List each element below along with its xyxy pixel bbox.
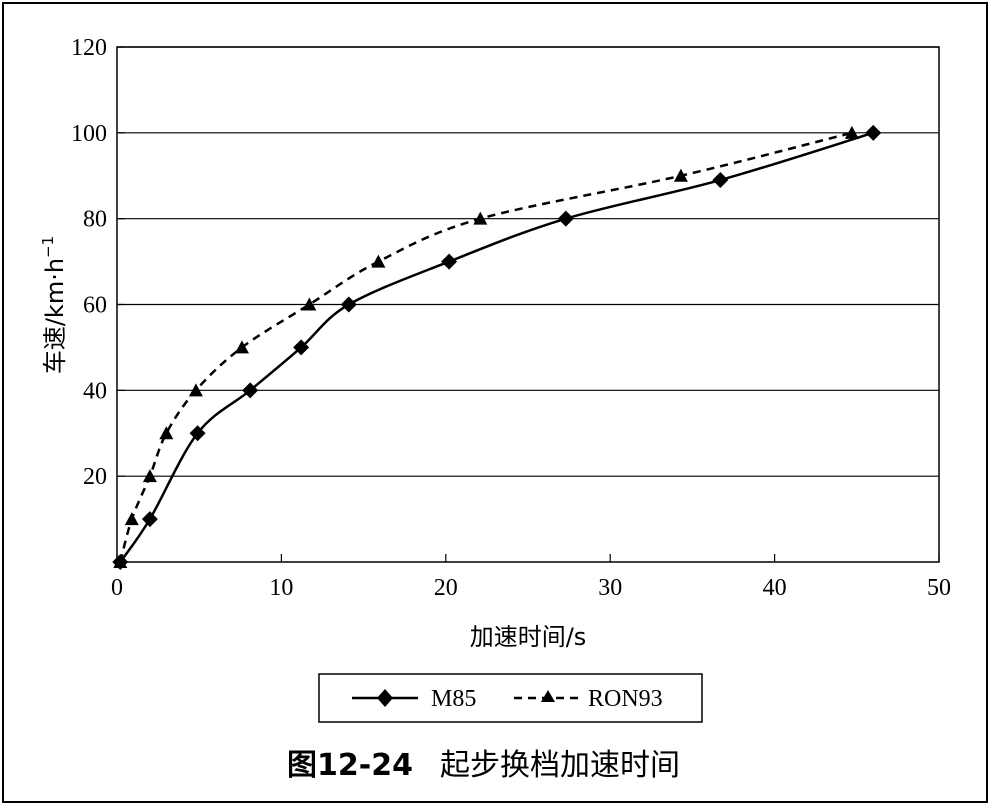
point-ron93-7 (371, 254, 386, 268)
y-axis-title: 车速/km·h−1 (39, 236, 69, 374)
x-tick-label-0: 0 (111, 575, 123, 601)
point-m85-4 (293, 339, 310, 356)
x-tick-label-3: 30 (598, 575, 622, 601)
x-tick-label-2: 20 (434, 575, 458, 601)
point-m85-2 (189, 425, 206, 442)
x-tick-label-4: 40 (763, 575, 787, 601)
y-tick-label-2: 60 (83, 293, 107, 319)
point-m85-5 (340, 296, 357, 313)
point-ron93-0 (113, 555, 128, 568)
point-ron93-9 (673, 168, 688, 182)
point-m85-8 (712, 172, 729, 189)
series-line-m85 (119, 131, 874, 563)
point-m85-9 (865, 124, 882, 141)
point-m85-6 (441, 253, 458, 270)
y-tick-label-5: 120 (71, 35, 107, 61)
point-ron93-3 (159, 426, 174, 440)
figure-caption: 图12-24 起步换档加速时间 (287, 748, 680, 783)
series-line-ron93 (119, 131, 853, 563)
point-m85-1 (141, 511, 158, 528)
y-axis-ticks: 20 40 60 80 100 120 (71, 35, 125, 490)
point-ron93-6 (302, 297, 317, 311)
x-tick-label-5: 50 (927, 575, 951, 601)
point-m85-7 (557, 210, 574, 227)
y-axis-title-main: 车速/km·h (41, 258, 69, 374)
legend: M85 RON93 (318, 673, 703, 723)
y-tick-label-4: 100 (71, 121, 107, 147)
point-m85-3 (242, 382, 259, 399)
point-ron93-2 (142, 469, 157, 483)
y-tick-label-0: 20 (83, 464, 107, 490)
legend-m85-label: M85 (431, 686, 476, 712)
x-axis-ticks: 0 10 20 30 40 50 (111, 554, 951, 601)
point-ron93-5 (234, 340, 249, 354)
gridlines (117, 46, 939, 477)
y-axis-title-sup: −1 (39, 236, 57, 258)
legend-ron93-marker-icon (541, 690, 555, 702)
y-tick-label-1: 40 (83, 378, 107, 404)
series-layer (112, 124, 882, 570)
x-tick-label-1: 10 (269, 575, 293, 601)
legend-m85-marker-icon (377, 689, 393, 707)
point-ron93-4 (188, 383, 203, 397)
legend-ron93-label: RON93 (588, 686, 663, 712)
y-tick-label-3: 80 (83, 207, 107, 233)
point-ron93-1 (124, 512, 139, 526)
y-axis-title-group: 车速/km·h−1 (39, 236, 69, 374)
x-axis-title: 加速时间/s (470, 623, 587, 651)
point-ron93-10 (844, 125, 859, 139)
figure-title: 起步换档加速时间 (440, 748, 680, 783)
point-ron93-8 (473, 211, 488, 225)
figure-number: 图12-24 (287, 748, 413, 783)
